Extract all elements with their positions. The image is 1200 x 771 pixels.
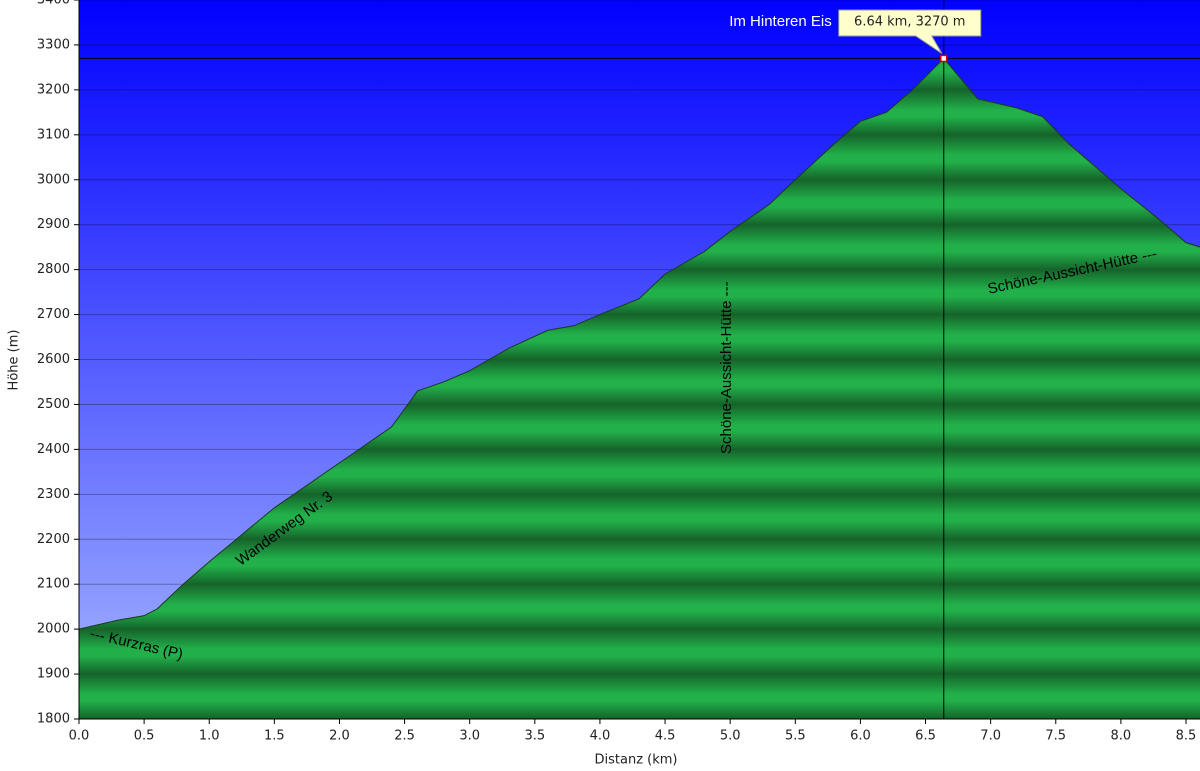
y-axis-label: Höhe (m) bbox=[7, 330, 22, 391]
y-tick-label: 3200 bbox=[37, 82, 70, 97]
x-tick-label: 1.5 bbox=[264, 729, 285, 744]
x-tick-label: 0.0 bbox=[69, 729, 90, 744]
peak-marker bbox=[940, 54, 948, 63]
x-tick-label: 4.0 bbox=[590, 729, 611, 744]
y-tick-label: 2000 bbox=[37, 622, 70, 637]
y-tick-label: 2700 bbox=[37, 307, 70, 322]
y-tick-label: 1800 bbox=[37, 712, 70, 727]
y-tick-label: 1900 bbox=[37, 667, 70, 682]
x-tick-label: 7.0 bbox=[980, 729, 1001, 744]
tooltip-box bbox=[838, 9, 982, 54]
profile-line bbox=[78, 57, 1200, 630]
x-tick-label: 2.5 bbox=[394, 729, 415, 744]
y-tick-label: 3400 bbox=[37, 0, 70, 8]
peak-name: Im Hinteren Eis bbox=[729, 13, 832, 30]
tooltip-label: 6.64 km, 3270 m bbox=[854, 15, 965, 30]
x-tick-label: 1.0 bbox=[199, 729, 220, 744]
y-tick-label: 2800 bbox=[37, 262, 70, 277]
x-tick-label: 6.0 bbox=[850, 729, 871, 744]
y-tick-label: 2100 bbox=[37, 577, 70, 592]
y-tick-label: 2500 bbox=[37, 397, 70, 412]
x-axis-label: Distanz (km) bbox=[595, 753, 678, 768]
y-tick-label: 3300 bbox=[37, 37, 70, 52]
y-tick-label: 2900 bbox=[37, 217, 70, 232]
y-tick-label: 3000 bbox=[37, 172, 70, 187]
annotation: Schöne-Aussicht-Hütte --- bbox=[718, 281, 735, 454]
y-tick-label: 2400 bbox=[37, 442, 70, 457]
y-tick-label: 2200 bbox=[37, 532, 70, 547]
x-tick-label: 0.5 bbox=[134, 729, 155, 744]
x-tick-label: 8.5 bbox=[1176, 729, 1197, 744]
x-tick-label: 8.0 bbox=[1111, 729, 1132, 744]
y-tick-label: 3100 bbox=[37, 127, 70, 142]
x-tick-label: 3.5 bbox=[524, 729, 545, 744]
x-tick-label: 2.0 bbox=[329, 729, 350, 744]
x-tick-label: 4.5 bbox=[655, 729, 676, 744]
area-fill bbox=[79, 58, 1200, 719]
x-tick-label: 7.5 bbox=[1045, 729, 1066, 744]
y-tick-label: 2600 bbox=[37, 352, 70, 367]
x-tick-label: 5.0 bbox=[720, 729, 741, 744]
x-tick-label: 3.0 bbox=[459, 729, 480, 744]
x-tick-label: 5.5 bbox=[785, 729, 806, 744]
x-tick-label: 6.5 bbox=[915, 729, 936, 744]
y-tick-label: 2300 bbox=[37, 487, 70, 502]
